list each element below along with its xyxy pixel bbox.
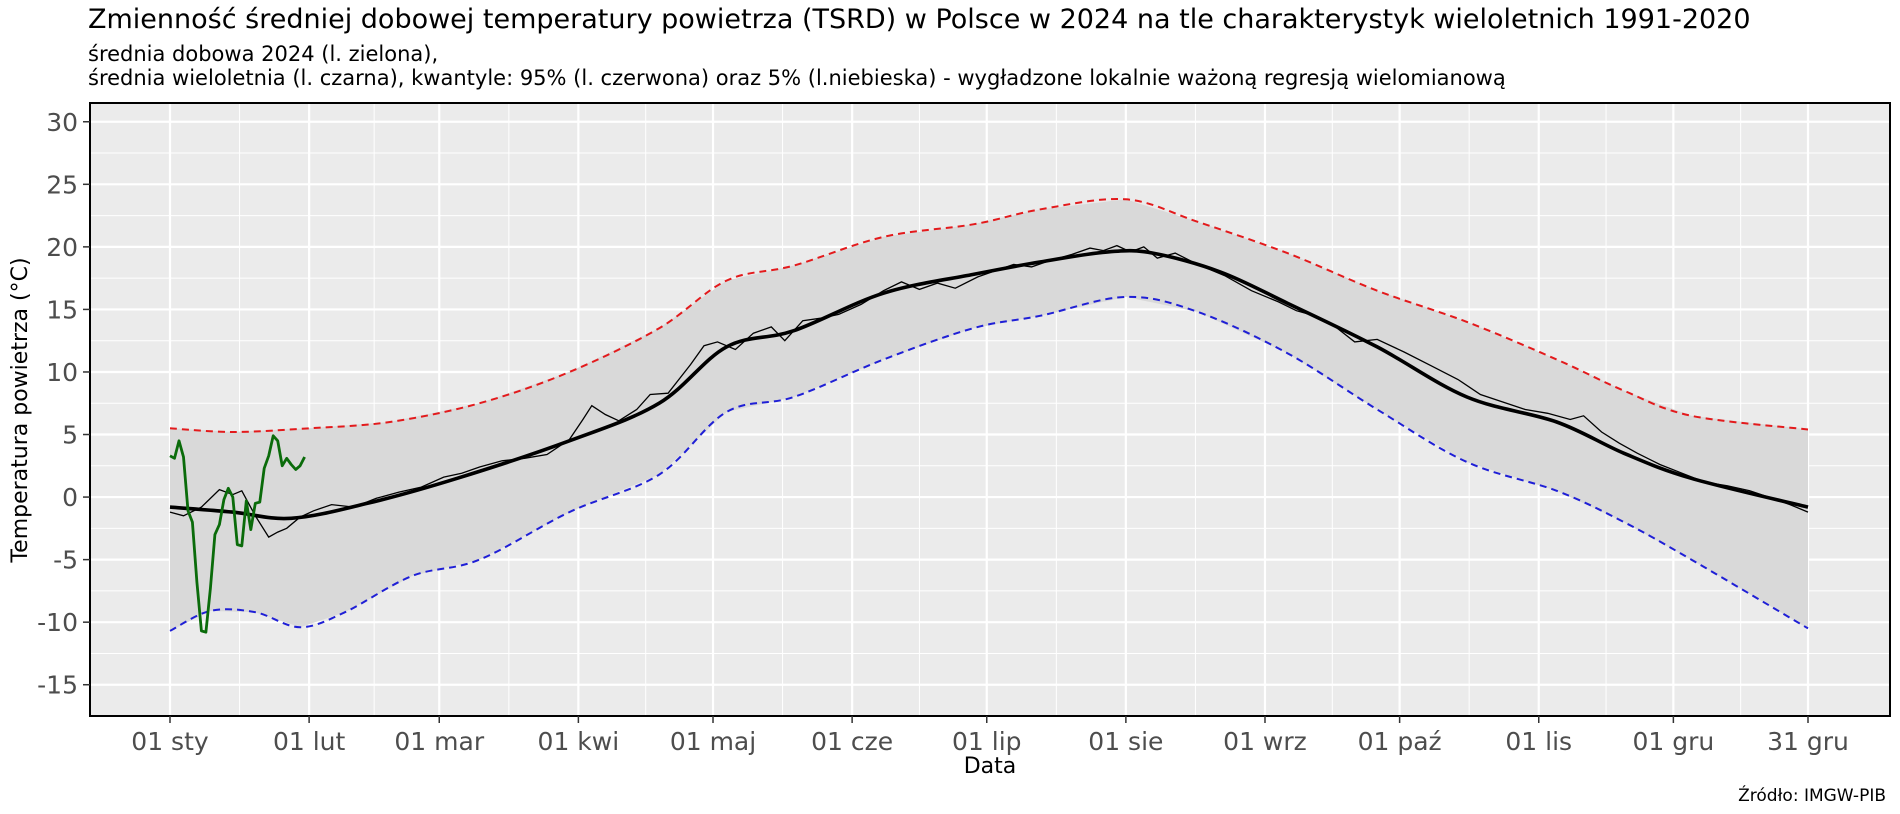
y-tick-label: 25 <box>46 170 78 199</box>
x-tick-label: 01 lis <box>1505 727 1572 756</box>
x-axis-title: Data <box>964 754 1017 779</box>
chart-subtitle-line1: średnia dobowa 2024 (l. zielona), <box>88 42 439 66</box>
series-line-q95 <box>169 197 1809 434</box>
chart-subtitle-line2: średnia wieloletnia (l. czarna), kwantyl… <box>88 66 1506 90</box>
source-note: Źródło: IMGW-PIB <box>1738 786 1886 806</box>
y-tick-label: 30 <box>46 108 78 137</box>
y-tick-label: -5 <box>53 546 78 575</box>
y-tick-label: 15 <box>46 295 78 324</box>
x-axis-ticks: 01 sty 01 lut 01 mar 01 kwi 01 maj 01 cze 01 l… <box>131 716 1849 756</box>
y-tick-label: 5 <box>62 421 78 450</box>
y-tick-label: -10 <box>37 608 78 637</box>
series-line-2024 <box>169 434 306 634</box>
y-axis-ticks: -15 -10 -5 0 5 10 15 20 25 30 <box>37 108 90 700</box>
x-tick-label: 31 gru <box>1767 727 1849 756</box>
x-tick-label: 01 gru <box>1632 727 1714 756</box>
x-tick-label: 01 lip <box>952 727 1022 756</box>
x-tick-label: 01 wrz <box>1223 727 1307 756</box>
y-tick-label: 0 <box>62 483 78 512</box>
y-tick-label: 10 <box>46 358 78 387</box>
x-tick-label: 01 maj <box>670 727 756 756</box>
x-tick-label: 01 mar <box>394 727 484 756</box>
x-tick-label: 01 sie <box>1088 727 1163 756</box>
y-tick-label: 20 <box>46 233 78 262</box>
series-line-mean-daily <box>169 244 1809 538</box>
x-tick-label: 01 cze <box>811 727 893 756</box>
chart-title: Zmienność średniej dobowej temperatury p… <box>88 4 1751 35</box>
series-line-q05 <box>169 295 1809 632</box>
x-tick-label: 01 lut <box>273 727 346 756</box>
x-tick-label: 01 paź <box>1358 727 1442 756</box>
series-line-mean-smooth <box>169 248 1809 521</box>
x-tick-label: 01 sty <box>131 727 209 756</box>
x-tick-label: 01 kwi <box>538 727 620 756</box>
y-tick-label: -15 <box>37 671 78 700</box>
plot-border <box>89 102 1891 717</box>
y-axis-title: Temperatura powietrza (°C) <box>8 257 33 563</box>
quantile-band <box>170 199 1808 631</box>
